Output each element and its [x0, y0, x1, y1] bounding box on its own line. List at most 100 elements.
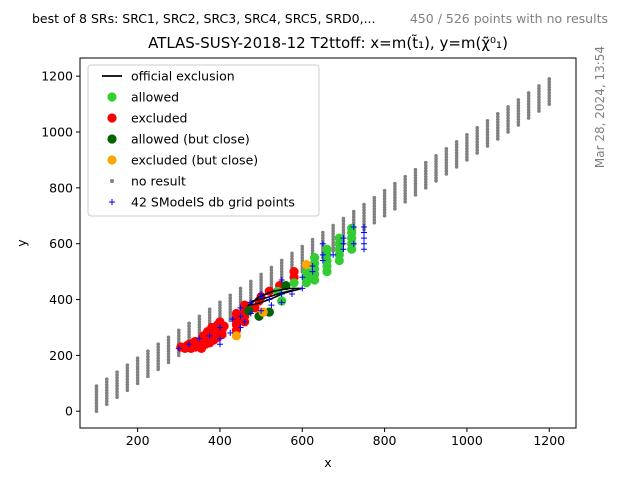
no-result-point — [156, 356, 161, 360]
no-result-point — [434, 156, 438, 161]
no-result-point — [310, 243, 315, 247]
no-result-point — [413, 190, 418, 194]
no-result-point — [465, 149, 469, 154]
no-result-point — [372, 220, 377, 225]
side-date-stamp: Mar 28, 2024, 13:54 — [593, 46, 607, 168]
allowed-point — [301, 278, 311, 288]
no-result-point — [475, 142, 480, 147]
no-result-point — [526, 102, 531, 106]
no-result-point — [135, 370, 140, 374]
no-result-point — [465, 146, 469, 151]
no-result-point — [372, 206, 377, 211]
no-result-point — [331, 232, 335, 236]
no-result-point — [362, 205, 366, 210]
no-result-point — [125, 366, 130, 370]
smodels-grid-point — [340, 246, 347, 253]
y-tick-label: 1200 — [41, 69, 73, 84]
no-result-point — [423, 163, 428, 168]
no-result-point — [259, 275, 263, 280]
no-result-point — [279, 258, 284, 263]
no-result-point — [537, 103, 541, 108]
no-result-point — [115, 392, 119, 397]
no-result-point — [321, 233, 325, 238]
smodels-grid-point — [309, 263, 316, 270]
no-result-point — [537, 106, 541, 111]
no-result-point — [269, 268, 274, 273]
excluded-close-point — [231, 331, 242, 341]
no-result-point — [454, 156, 459, 161]
no-result-point — [537, 86, 541, 91]
no-result-point — [135, 375, 140, 380]
no-result-point — [259, 278, 263, 282]
no-result-point — [485, 132, 490, 137]
no-result-point — [423, 183, 428, 187]
no-result-point — [187, 321, 191, 326]
no-result-point — [537, 84, 541, 88]
no-result-point — [94, 401, 99, 405]
allowed-point — [322, 267, 332, 277]
no-result-point — [372, 204, 377, 208]
x-tick-label: 200 — [126, 433, 150, 448]
no-result-point — [547, 77, 552, 81]
no-result-point — [506, 113, 510, 118]
legend-dot-marker — [107, 134, 117, 144]
no-result-point — [454, 162, 459, 166]
no-result-point — [516, 120, 521, 125]
no-result-point — [465, 132, 469, 137]
no-result-point — [238, 294, 243, 299]
no-result-point — [506, 121, 510, 126]
smodels-grid-point — [361, 235, 368, 242]
no-result-point — [485, 141, 490, 145]
no-result-point — [115, 378, 119, 383]
no-result-point — [485, 119, 490, 123]
no-result-point — [249, 290, 253, 295]
x-tick-label: 800 — [373, 433, 397, 448]
no-result-point — [351, 218, 356, 222]
no-result-point — [372, 201, 377, 206]
no-result-point — [434, 167, 438, 172]
no-result-point — [104, 396, 109, 401]
smodels-grid-point — [288, 290, 295, 297]
no-result-point — [125, 368, 130, 373]
no-result-point — [351, 212, 356, 217]
no-result-point — [393, 184, 397, 189]
no-result-point — [444, 169, 449, 173]
smodels-grid-point — [278, 290, 285, 297]
smodels-grid-point — [229, 316, 236, 323]
no-result-point — [104, 394, 109, 398]
excluded-close-point — [258, 307, 268, 317]
no-result-point — [403, 177, 407, 182]
no-result-point — [485, 135, 490, 140]
no-result-point — [115, 370, 119, 374]
no-result-point — [166, 346, 171, 351]
no-result-point — [135, 361, 140, 366]
no-result-point — [516, 98, 521, 102]
no-result-point — [94, 398, 99, 402]
no-result-point — [454, 151, 459, 155]
no-result-point — [485, 127, 490, 132]
smodels-grid-point — [227, 330, 234, 337]
y-tick-label: 800 — [49, 180, 73, 195]
no-result-point — [465, 138, 469, 143]
no-result-point — [495, 134, 500, 138]
no-result-point — [125, 382, 130, 387]
no-result-point — [495, 128, 500, 133]
no-result-point — [506, 130, 510, 134]
legend-box — [87, 64, 320, 217]
no-result-point — [146, 371, 150, 376]
no-result-point — [475, 126, 480, 130]
no-result-point — [485, 138, 490, 143]
no-result-point — [279, 269, 284, 274]
no-result-count: 450 / 526 points with no results — [410, 11, 608, 26]
no-result-point — [166, 338, 171, 342]
smodels-grid-point — [361, 240, 368, 247]
no-result-point — [495, 126, 500, 130]
legend-plus-marker — [109, 199, 115, 205]
no-result-point — [207, 313, 212, 317]
no-result-point — [454, 159, 459, 164]
no-result-point — [351, 220, 356, 225]
no-result-point — [249, 279, 253, 284]
no-result-point — [465, 155, 469, 159]
no-result-point — [135, 356, 140, 360]
no-result-point — [115, 387, 119, 391]
